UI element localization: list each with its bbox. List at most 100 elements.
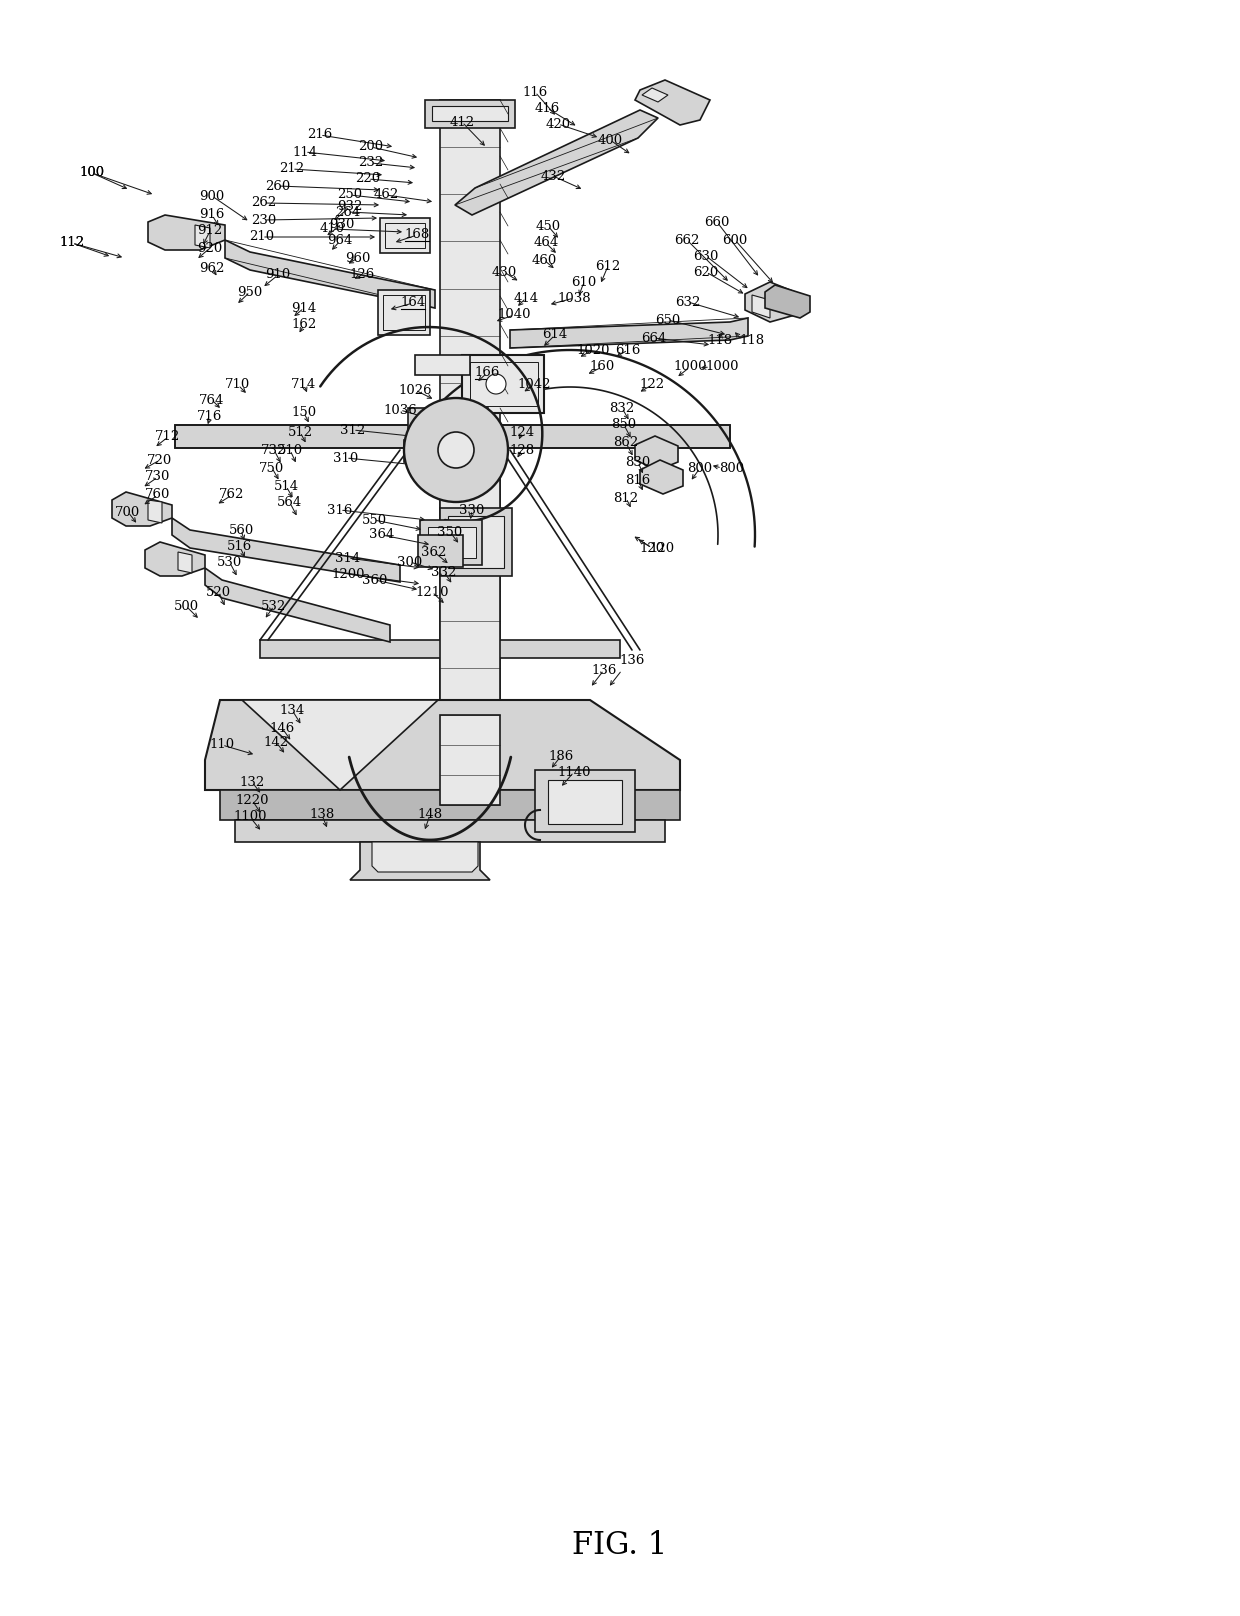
Text: 1038: 1038: [557, 291, 590, 304]
Text: 118: 118: [739, 333, 765, 346]
Text: 120: 120: [640, 541, 665, 554]
Text: 564: 564: [278, 496, 303, 509]
Bar: [378, 289, 430, 335]
Text: 816: 816: [625, 473, 651, 486]
Bar: [440, 714, 500, 805]
Text: 750: 750: [259, 462, 285, 475]
Text: 630: 630: [693, 249, 719, 262]
Bar: [470, 362, 538, 406]
Text: 614: 614: [542, 328, 568, 341]
Text: 100: 100: [79, 166, 104, 179]
Bar: [418, 535, 463, 567]
Text: 932: 932: [337, 200, 362, 213]
Polygon shape: [635, 436, 678, 470]
Text: 122: 122: [640, 378, 665, 391]
Text: 514: 514: [274, 480, 299, 493]
Polygon shape: [224, 241, 435, 309]
Text: 912: 912: [197, 225, 223, 238]
Text: 714: 714: [291, 378, 316, 391]
Text: 450: 450: [536, 220, 560, 233]
Bar: [383, 296, 425, 330]
Polygon shape: [765, 284, 810, 318]
Text: 716: 716: [197, 410, 223, 423]
Text: 516: 516: [227, 540, 253, 554]
Text: 136: 136: [591, 664, 616, 677]
Text: 330: 330: [459, 504, 485, 517]
Text: 1040: 1040: [497, 309, 531, 322]
Text: 128: 128: [510, 443, 534, 456]
Text: 420: 420: [546, 118, 570, 131]
Text: 160: 160: [589, 360, 615, 373]
Text: 112: 112: [60, 236, 84, 249]
Text: 830: 830: [625, 456, 651, 469]
Text: 800: 800: [687, 462, 713, 475]
Polygon shape: [148, 499, 162, 524]
Text: 400: 400: [598, 134, 622, 147]
Text: 616: 616: [615, 344, 641, 357]
Polygon shape: [260, 640, 620, 658]
Text: 114: 114: [293, 145, 317, 158]
Text: 712: 712: [155, 430, 181, 443]
Text: 232: 232: [358, 157, 383, 170]
Text: 812: 812: [614, 491, 639, 504]
Polygon shape: [642, 87, 668, 102]
Text: 1000: 1000: [706, 360, 739, 373]
Polygon shape: [745, 283, 795, 322]
Text: 152: 152: [428, 412, 453, 425]
Polygon shape: [350, 842, 490, 881]
Polygon shape: [751, 296, 770, 318]
Text: 200: 200: [358, 141, 383, 154]
Polygon shape: [179, 553, 192, 574]
Polygon shape: [195, 225, 210, 247]
Bar: [384, 223, 425, 247]
Text: 414: 414: [513, 291, 538, 304]
Text: 264: 264: [335, 205, 361, 218]
Bar: [440, 430, 500, 721]
Text: 212: 212: [279, 163, 305, 176]
Text: 364: 364: [370, 528, 394, 541]
Bar: [408, 407, 489, 436]
Text: 1020: 1020: [577, 344, 610, 357]
Text: 920: 920: [197, 241, 223, 254]
Text: 950: 950: [237, 286, 263, 299]
Bar: [463, 356, 544, 414]
Text: 800: 800: [719, 462, 744, 475]
Text: 1000: 1000: [673, 360, 707, 373]
Bar: [432, 107, 508, 121]
Text: 662: 662: [675, 233, 699, 247]
Text: 350: 350: [438, 525, 463, 538]
Text: 1026: 1026: [398, 383, 432, 396]
Polygon shape: [112, 491, 172, 525]
Text: 916: 916: [200, 208, 224, 221]
Text: 118: 118: [708, 333, 733, 346]
Text: 530: 530: [217, 556, 243, 569]
Text: 612: 612: [595, 260, 621, 273]
Text: 432: 432: [541, 170, 565, 183]
Bar: [440, 100, 500, 430]
Text: 1036: 1036: [383, 404, 417, 417]
Text: 850: 850: [611, 419, 636, 431]
Text: 500: 500: [174, 600, 198, 612]
Text: 412: 412: [449, 115, 475, 129]
Text: 760: 760: [145, 488, 171, 501]
Text: 914: 914: [291, 302, 316, 315]
Text: 600: 600: [723, 233, 748, 247]
Text: 460: 460: [532, 254, 557, 267]
Text: 134: 134: [279, 703, 305, 716]
Text: 316: 316: [327, 504, 352, 517]
Text: 416: 416: [534, 102, 559, 115]
Text: 250: 250: [337, 189, 362, 202]
Text: FIG. 1: FIG. 1: [573, 1530, 667, 1561]
Text: 230: 230: [252, 213, 277, 226]
Text: 1210: 1210: [415, 585, 449, 598]
Text: 700: 700: [115, 506, 140, 519]
Text: 216: 216: [308, 129, 332, 142]
Text: 532: 532: [262, 600, 286, 612]
Text: 312: 312: [340, 423, 366, 436]
Text: 362: 362: [422, 546, 446, 559]
Bar: [415, 356, 470, 375]
Text: 164: 164: [401, 296, 425, 310]
Polygon shape: [175, 425, 730, 448]
Bar: [440, 480, 500, 714]
Polygon shape: [510, 318, 748, 347]
